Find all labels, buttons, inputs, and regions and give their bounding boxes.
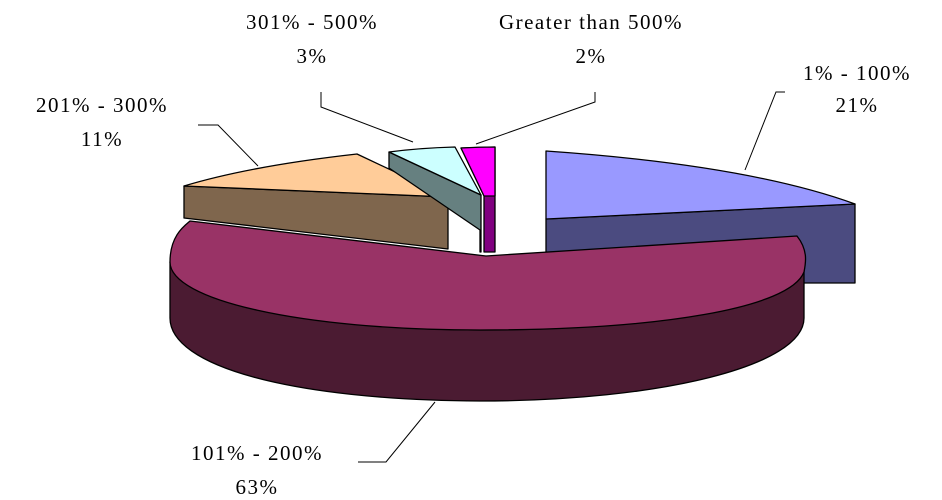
label-1-100-name: 1% - 100% [803, 61, 911, 85]
label-201-300-value: 11% [81, 127, 123, 151]
leader-line-1-100 [744, 91, 785, 171]
leader-line-greater-500 [475, 92, 596, 145]
label-greater-500-value: 2% [576, 44, 607, 68]
leader-line-101-200 [358, 401, 436, 463]
slice-301-500-top [388, 146, 482, 196]
slice-301-500 [388, 146, 482, 253]
label-greater-500-name: Greater than 500% [499, 10, 683, 34]
slice-greater-500-top [460, 146, 496, 197]
leader-line-301-500 [320, 92, 414, 143]
slice-201-300-top [183, 153, 449, 198]
slice-1-100-top [545, 150, 856, 220]
slice-greater-500 [460, 146, 496, 253]
label-1-100-value: 21% [836, 93, 879, 117]
label-101-200-name: 101% - 200% [191, 441, 323, 465]
label-201-300-name: 201% - 300% [36, 93, 168, 117]
leader-line-201-300 [198, 124, 259, 167]
label-301-500-name: 301% - 500% [246, 10, 378, 34]
label-301-500-value: 3% [297, 44, 328, 68]
slice-101-200-top [169, 220, 807, 331]
slice-201-300 [183, 153, 449, 250]
label-101-200-value: 63% [236, 475, 279, 499]
slice-101-200 [169, 220, 807, 402]
